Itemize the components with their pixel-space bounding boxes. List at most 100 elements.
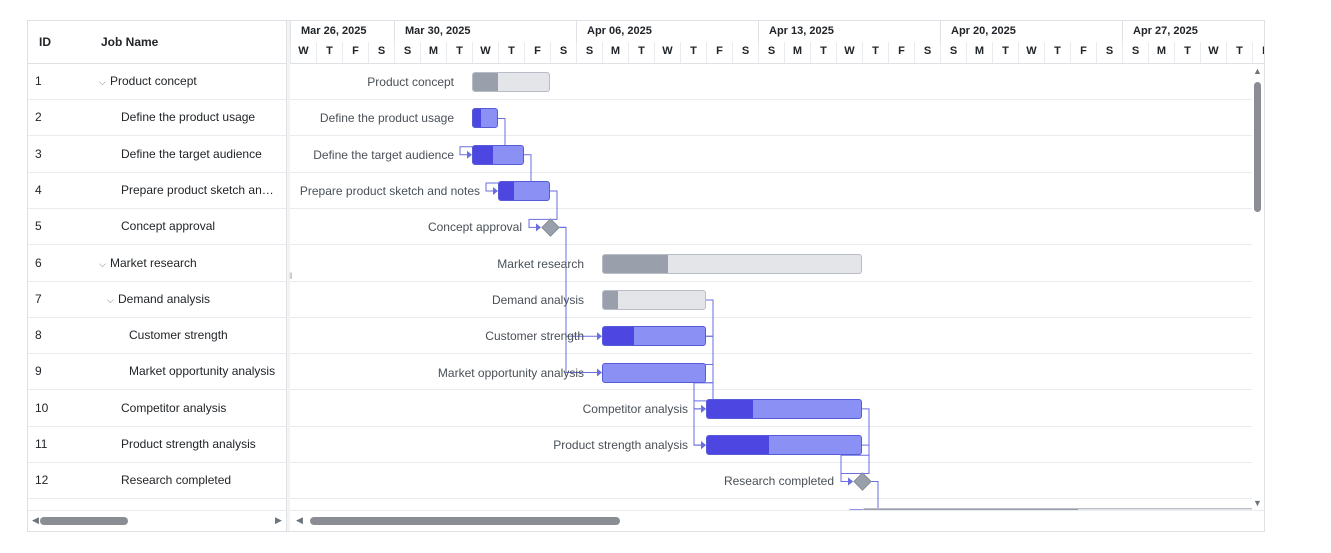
grid-row[interactable]: 1 ⌵ Product concept: [28, 64, 286, 100]
dependency-arrow-icon: [848, 477, 853, 486]
row-job-name: Define the target audience: [121, 137, 278, 173]
summary-task-bar[interactable]: [602, 253, 862, 274]
grid-row[interactable]: 6 ⌵ Market research: [28, 246, 286, 282]
task-bar-label: Demand analysis: [491, 292, 584, 307]
job-name-text: Define the target audience: [121, 146, 262, 161]
row-job-name: Competitor analysis: [121, 391, 278, 427]
task-progress-fill: [863, 508, 1079, 510]
task-bar[interactable]: [706, 435, 862, 456]
grid-row[interactable]: 9 Market opportunity analysis: [28, 354, 286, 391]
grid-row[interactable]: 2 Define the product usage: [28, 100, 286, 137]
task-bar-label: Customer strength: [485, 329, 584, 344]
timeline-day: F: [1252, 42, 1264, 63]
chart-row: [290, 463, 1264, 500]
chevron-down-icon[interactable]: ⌵: [99, 501, 110, 510]
job-name-text: Demand analysis: [118, 291, 211, 306]
grid-row[interactable]: 4 Prepare product sketch and notes: [28, 173, 286, 209]
scroll-left-arrow-icon[interactable]: ◀: [32, 515, 39, 525]
row-id: 10: [35, 400, 49, 415]
grid-chart-splitter[interactable]: [287, 21, 290, 531]
grid-row[interactable]: 7 ⌵ Demand analysis: [28, 282, 286, 318]
grid-row[interactable]: 11 Product strength analysis: [28, 427, 286, 463]
task-bar-label: Prepare product sketch and notes: [299, 184, 480, 199]
task-progress-fill: [707, 436, 769, 455]
chart-row: [290, 354, 1264, 391]
timeline-day: M: [602, 42, 628, 63]
timeline-day: F: [706, 42, 732, 63]
timeline-week: Apr 20, 2025: [940, 21, 1122, 42]
dependency-line: [528, 190, 558, 228]
timeline-day: M: [420, 42, 446, 63]
dependency-line: [693, 335, 714, 446]
column-header-job-name[interactable]: Job Name: [101, 35, 159, 49]
column-header-id[interactable]: ID: [39, 35, 51, 49]
timeline-header: Mar 26, 2025 Mar 30, 2025 Apr 06, 2025 Apr …: [290, 21, 1264, 64]
job-name-text: Market research: [110, 255, 197, 270]
task-bar-label: Concept approval: [427, 220, 522, 235]
grid-row[interactable]: 5 Concept approval: [28, 209, 286, 246]
task-bar[interactable]: [602, 326, 706, 347]
grid-row[interactable]: 3 Define the target audience: [28, 137, 286, 173]
summary-task-bar[interactable]: [472, 72, 550, 93]
grid-header: ID Job Name: [28, 21, 286, 64]
row-id: 3: [35, 146, 42, 161]
timeline-day: W: [1018, 42, 1044, 63]
summary-task-bar[interactable]: [862, 507, 1264, 510]
chart-row: [290, 209, 1264, 246]
row-job-name: ⌵ Demand analysis: [107, 282, 278, 318]
timeline-day: W: [472, 42, 498, 63]
chevron-down-icon[interactable]: ⌵: [99, 258, 106, 269]
job-name-text: Customer strength: [129, 328, 228, 343]
task-bar[interactable]: [472, 108, 498, 129]
dependency-line: [559, 226, 598, 374]
dependency-arrow-icon: [536, 223, 541, 232]
row-id: 4: [35, 182, 42, 197]
grid-row[interactable]: 10 Competitor analysis: [28, 391, 286, 427]
timeline-week: Mar 26, 2025: [290, 21, 394, 42]
task-bar-label: Define the target audience: [313, 147, 454, 162]
chart-horizontal-scrollbar[interactable]: ◀ ▶: [290, 510, 1264, 531]
grid-horizontal-scrollbar[interactable]: ◀ ▶: [28, 510, 286, 531]
splitter-grip-icon[interactable]: ‖: [289, 271, 293, 281]
job-name-text: Research completed: [121, 473, 232, 488]
task-bar-label: Market research: [497, 256, 584, 271]
chart-row: [290, 282, 1264, 318]
grid-row[interactable]: 13 ⌵Product design and development: [28, 500, 286, 511]
chevron-down-icon[interactable]: ⌵: [99, 77, 106, 87]
row-id: 8: [35, 328, 42, 343]
timeline-day: M: [966, 42, 992, 63]
grid-body: 1 ⌵ Product concept 2 Define the product usa…: [28, 64, 286, 510]
row-id: 9: [35, 364, 42, 379]
timeline-day: T: [498, 42, 524, 63]
timeline-day: S: [1096, 42, 1122, 63]
row-id: 1: [35, 74, 42, 88]
timeline-day: W: [654, 42, 680, 63]
grid-row[interactable]: 12 Research completed: [28, 463, 286, 500]
summary-task-bar[interactable]: [602, 289, 706, 310]
task-bar[interactable]: [706, 398, 862, 419]
chart-vertical-scrollbar[interactable]: ▲ ▼: [1252, 64, 1264, 510]
row-id: 2: [35, 110, 42, 125]
timeline-day: F: [342, 42, 368, 63]
row-id: 12: [35, 473, 49, 488]
task-grid: ID Job Name 1 ⌵ Product concept 2 Define the…: [28, 21, 287, 531]
timeline-week: Apr 06, 2025: [576, 21, 758, 42]
scroll-right-arrow-icon[interactable]: ▶: [275, 515, 282, 525]
grid-scroll-thumb[interactable]: [40, 517, 128, 525]
row-job-name: ⌵ Market research: [99, 246, 278, 282]
vertical-scroll-thumb[interactable]: [1254, 82, 1261, 212]
chart-scroll-left-arrow-icon[interactable]: ◀: [296, 515, 303, 525]
timeline-day: T: [680, 42, 706, 63]
task-bar[interactable]: [498, 181, 550, 202]
row-id: 5: [35, 219, 42, 234]
chevron-down-icon[interactable]: ⌵: [107, 294, 114, 305]
task-bar[interactable]: [472, 144, 524, 165]
scroll-down-arrow-icon[interactable]: ▼: [1253, 498, 1262, 508]
grid-row[interactable]: 8 Customer strength: [28, 318, 286, 355]
timeline-day: F: [1070, 42, 1096, 63]
scroll-up-arrow-icon[interactable]: ▲: [1253, 66, 1262, 76]
chart-scroll-thumb[interactable]: [310, 517, 620, 525]
row-job-name: Concept approval: [121, 209, 278, 245]
task-bar[interactable]: [602, 362, 706, 383]
timeline-day: S: [368, 42, 394, 63]
